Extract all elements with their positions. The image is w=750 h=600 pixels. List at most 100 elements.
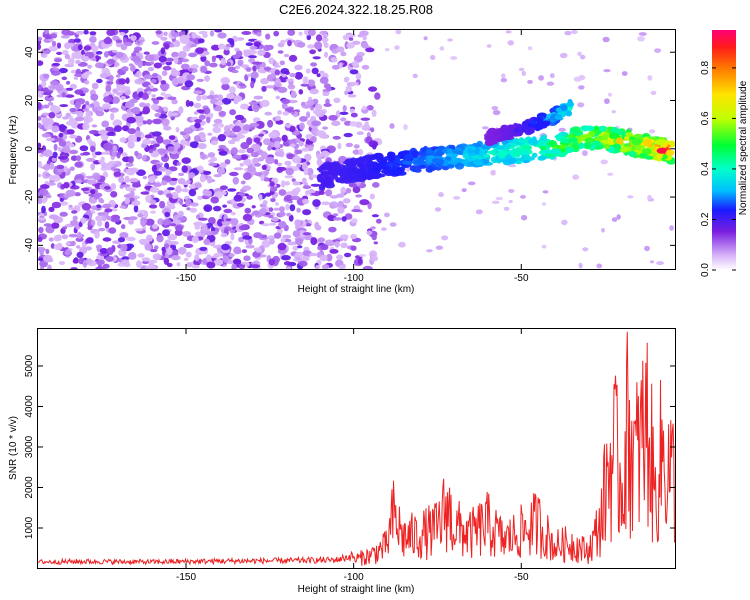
heatmap-cell	[70, 267, 78, 269]
heatmap-cell	[190, 202, 199, 207]
heatmap-cell	[357, 34, 363, 38]
heatmap-cell	[358, 254, 367, 257]
heatmap-cell	[48, 97, 55, 102]
heatmap-cell	[508, 164, 517, 168]
heatmap-cell	[206, 116, 211, 124]
heatmap-cell	[307, 99, 315, 106]
heatmap-cell	[347, 94, 357, 98]
heatmap-cell	[425, 149, 434, 154]
heatmap-cell	[256, 249, 262, 253]
heatmap-cell	[227, 140, 236, 145]
heatmap-cell	[372, 182, 380, 188]
heatmap-cell	[45, 225, 55, 234]
heatmap-cell	[63, 181, 70, 189]
heatmap-cell	[323, 83, 331, 89]
heatmap-cell	[43, 149, 53, 157]
heatmap-cell	[83, 80, 90, 85]
heatmap-cell	[406, 167, 411, 172]
heatmap-cell	[163, 125, 172, 131]
heatmap-cell	[243, 158, 252, 166]
heatmap-cell	[302, 185, 312, 190]
heatmap-cell	[75, 179, 83, 184]
heatmap-cell	[59, 67, 68, 74]
heatmap-cell	[252, 210, 260, 216]
heatmap-cell	[201, 223, 208, 232]
heatmap-cell	[241, 31, 252, 35]
colorbar-tick-label: 0.4	[700, 162, 711, 176]
heatmap-cell	[518, 67, 525, 72]
heatmap-cell	[113, 171, 122, 177]
heatmap-cell	[367, 172, 379, 180]
heatmap-cell	[403, 124, 408, 131]
heatmap-cell	[68, 233, 78, 238]
heatmap-cell	[310, 174, 318, 178]
heatmap-cell	[578, 142, 585, 149]
heatmap-cell	[38, 226, 44, 234]
heatmap-cell	[343, 132, 353, 138]
heatmap-cell	[196, 109, 205, 113]
heatmap-cell	[217, 218, 224, 227]
heatmap-cell	[152, 143, 160, 148]
heatmap-cell	[38, 122, 42, 129]
heatmap-cell	[336, 254, 344, 260]
heatmap-cell	[45, 248, 50, 255]
heatmap-cell	[372, 143, 377, 150]
heatmap-cell	[292, 230, 301, 238]
heatmap-cell	[310, 237, 318, 246]
heatmap-cell	[157, 190, 164, 196]
heatmap-cell	[58, 125, 68, 130]
heatmap-cell	[608, 92, 612, 97]
heatmap-cell	[307, 30, 316, 36]
heatmap-cell	[83, 56, 90, 62]
heatmap-cell	[239, 266, 244, 269]
heatmap-cell	[53, 143, 58, 151]
heatmap-cell	[335, 177, 344, 183]
heatmap-cell	[177, 217, 187, 221]
heatmap-cell	[194, 119, 203, 123]
heatmap-cell	[39, 188, 49, 196]
heatmap-cell	[55, 83, 64, 92]
heatmap-cell	[542, 190, 549, 194]
snr-y-axis-label: SNR (10 * v/v)	[8, 416, 19, 480]
heatmap-cell	[284, 181, 291, 186]
heatmap-cell	[166, 247, 173, 256]
heatmap-cell	[250, 264, 261, 269]
heatmap-cell	[67, 42, 75, 48]
heatmap-cell	[129, 98, 138, 104]
heatmap-cell	[42, 87, 50, 93]
heatmap-cell	[231, 69, 239, 74]
heatmap-cell	[87, 64, 92, 69]
heatmap-cell	[276, 162, 283, 167]
heatmap-cell	[629, 151, 637, 157]
heatmap-cell	[274, 159, 279, 165]
heatmap-cell	[39, 250, 44, 256]
heatmap-cell	[356, 131, 364, 136]
heatmap-cell	[93, 174, 101, 181]
heatmap-cell	[284, 194, 294, 202]
heatmap-cell	[181, 188, 189, 193]
heatmap-cell	[298, 31, 303, 36]
heatmap-cell	[281, 73, 287, 78]
heatmap-cell	[438, 192, 444, 198]
heatmap-cell	[90, 163, 96, 171]
spectrogram-x-ticks: -150 -100 -50	[176, 30, 529, 284]
heatmap-cell	[131, 200, 141, 206]
heatmap-cell	[423, 36, 428, 41]
heatmap-cell	[149, 186, 160, 193]
spectrogram-x-axis-label: Height of straight line (km)	[298, 284, 415, 295]
heatmap-cell	[298, 140, 304, 147]
heatmap-cell	[240, 64, 250, 68]
heatmap-cell	[333, 97, 341, 104]
heatmap-cell	[316, 130, 327, 137]
heatmap-cell	[91, 219, 96, 227]
heatmap-cell	[546, 81, 555, 86]
heatmap-cell	[281, 134, 288, 142]
heatmap-cell	[153, 245, 159, 250]
heatmap-cell	[362, 265, 373, 269]
heatmap-cell	[570, 30, 578, 35]
heatmap-cell	[211, 44, 220, 51]
heatmap-cell	[90, 210, 96, 214]
heatmap-cell	[158, 55, 167, 63]
heatmap-cell	[472, 159, 484, 166]
heatmap-cell	[61, 76, 68, 81]
